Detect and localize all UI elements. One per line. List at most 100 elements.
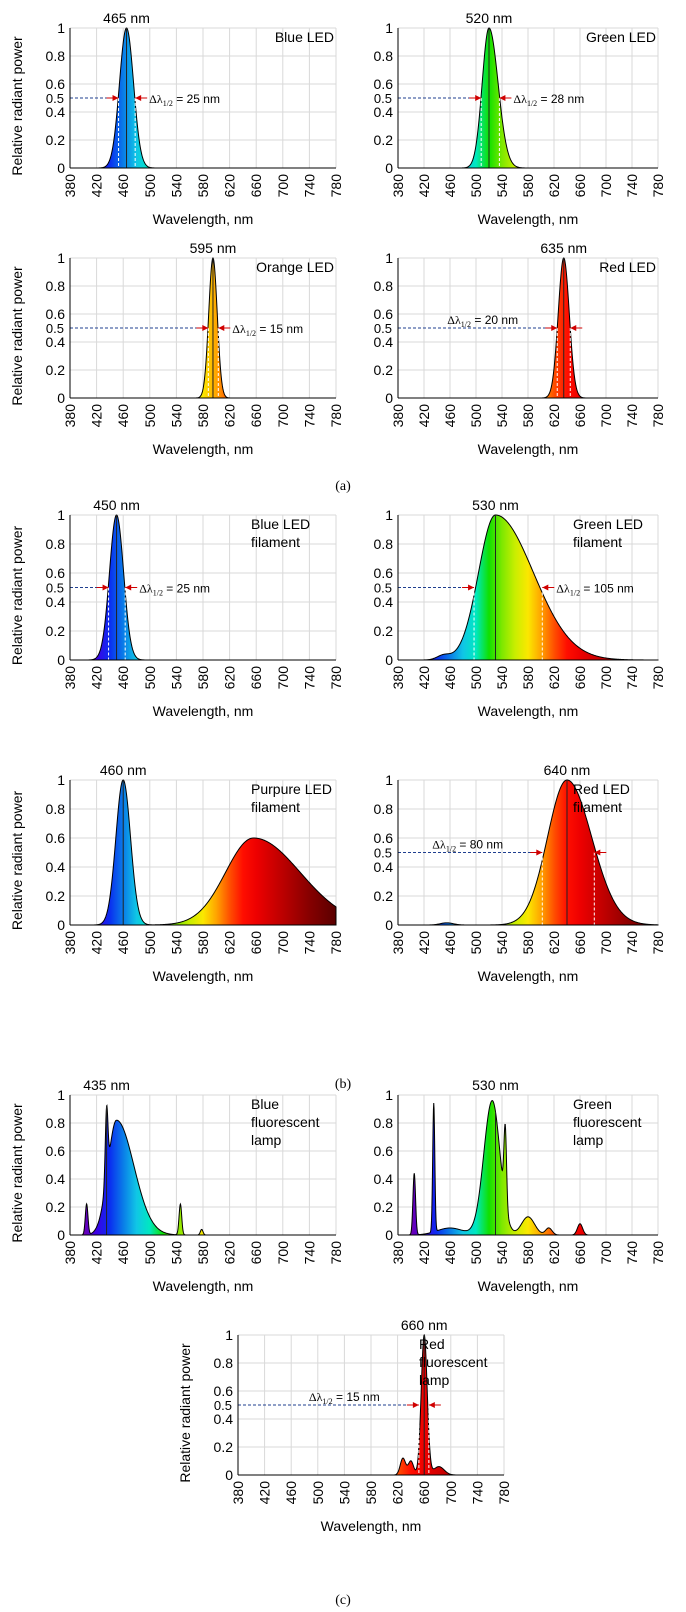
x-tick-label-540: 540	[494, 666, 510, 690]
y-axis-title: Relative radiant power	[9, 1103, 25, 1243]
series-title-line-0: Purpure LED	[251, 781, 332, 797]
x-tick-label-660: 660	[572, 174, 588, 198]
x-tick-label-700: 700	[598, 174, 614, 198]
half-max-label: 0.5	[214, 1398, 232, 1413]
y-tick-label-2: 0.4	[374, 104, 394, 120]
series-title-line-1: filament	[573, 799, 622, 815]
x-tick-label-660: 660	[248, 404, 264, 428]
x-axis-title: Wavelength, nm	[478, 441, 579, 457]
y-tick-label-2: 0.4	[46, 1171, 66, 1187]
y-tick-label-1: 0.2	[374, 1199, 394, 1215]
series-title-line-1: filament	[573, 534, 622, 550]
x-tick-label-740: 740	[624, 404, 640, 428]
peak-label: 460 nm	[100, 762, 147, 778]
half-max-label: 0.5	[46, 321, 64, 336]
x-tick-label-740: 740	[624, 174, 640, 198]
y-tick-label-3: 0.6	[46, 1143, 66, 1159]
fwhm-label: Δλ1/2 = 25 nm	[149, 92, 220, 108]
peak-label: 660 nm	[401, 1317, 448, 1333]
y-tick-label-2: 0.4	[46, 859, 66, 875]
x-tick-label-740: 740	[301, 1241, 317, 1265]
y-tick-label-1: 0.2	[214, 1439, 234, 1455]
fwhm-arrow-left-head	[536, 849, 543, 856]
series-title-line-1: filament	[251, 534, 300, 550]
x-tick-label-580: 580	[520, 404, 536, 428]
x-tick-label-500: 500	[468, 174, 484, 198]
x-tick-label-500: 500	[468, 931, 484, 955]
fwhm-label: Δλ1/2 = 105 nm	[556, 582, 633, 598]
x-tick-label-500: 500	[142, 1241, 158, 1265]
x-tick-label-380: 380	[390, 931, 406, 955]
panel-label-c: (c)	[335, 1593, 351, 1608]
x-tick-label-620: 620	[546, 1241, 562, 1265]
x-tick-label-500: 500	[310, 1481, 326, 1505]
x-tick-label-660: 660	[572, 931, 588, 955]
fwhm-arrow-right-head	[542, 584, 549, 591]
series-title-line-0: Blue LED	[251, 516, 310, 532]
chart-panel-10: 380 420 460 500 540 580 620 660 700 740 780 0 0.2 0.4…	[374, 1077, 666, 1294]
peak-label: 640 nm	[544, 762, 591, 778]
y-tick-label-2: 0.4	[374, 594, 394, 610]
y-tick-label-1: 0.2	[46, 888, 66, 904]
x-tick-label-540: 540	[336, 1481, 352, 1505]
x-tick-label-700: 700	[275, 174, 291, 198]
y-tick-label-4: 0.8	[374, 536, 394, 552]
y-tick-label-3: 0.6	[46, 76, 66, 92]
spectrum-area	[398, 514, 659, 661]
y-tick-label-0: 0	[57, 1227, 65, 1243]
y-tick-label-4: 0.8	[46, 801, 66, 817]
y-tick-label-3: 0.6	[46, 306, 66, 322]
x-tick-label-500: 500	[468, 1241, 484, 1265]
half-max-label: 0.5	[46, 581, 64, 596]
x-tick-label-580: 580	[520, 1241, 536, 1265]
x-tick-label-660: 660	[416, 1481, 432, 1505]
x-tick-label-420: 420	[416, 1241, 432, 1265]
y-tick-label-2: 0.4	[374, 1171, 394, 1187]
x-tick-label-380: 380	[62, 931, 78, 955]
x-tick-label-540: 540	[168, 1241, 184, 1265]
series-title-line-0: Blue LED	[275, 29, 334, 45]
x-tick-label-620: 620	[222, 404, 238, 428]
x-tick-label-380: 380	[390, 174, 406, 198]
x-tick-label-620: 620	[546, 931, 562, 955]
peak-label: 520 nm	[466, 10, 513, 26]
y-tick-label-5: 1	[385, 250, 393, 266]
y-tick-label-5: 1	[385, 1087, 393, 1103]
x-tick-label-700: 700	[275, 404, 291, 428]
fwhm-arrow-left-head	[102, 584, 109, 591]
x-tick-label-580: 580	[520, 931, 536, 955]
y-tick-label-0: 0	[57, 390, 65, 406]
x-tick-label-660: 660	[248, 174, 264, 198]
x-tick-label-540: 540	[168, 174, 184, 198]
y-tick-label-0: 0	[57, 160, 65, 176]
y-tick-label-1: 0.2	[374, 362, 394, 378]
panel-label-a: (a)	[335, 479, 351, 494]
y-tick-label-2: 0.4	[46, 104, 66, 120]
y-tick-label-1: 0.2	[374, 623, 394, 639]
x-axis-title: Wavelength, nm	[153, 1278, 254, 1294]
y-tick-label-3: 0.6	[214, 1383, 234, 1399]
x-axis-title: Wavelength, nm	[153, 211, 254, 227]
y-tick-label-3: 0.6	[374, 306, 394, 322]
y-tick-label-5: 1	[385, 507, 393, 523]
x-axis-title: Wavelength, nm	[153, 968, 254, 984]
x-axis-title: Wavelength, nm	[478, 211, 579, 227]
y-tick-label-1: 0.2	[374, 888, 394, 904]
peak-label: 635 nm	[540, 240, 587, 256]
x-tick-label-740: 740	[624, 931, 640, 955]
y-tick-label-5: 1	[225, 1327, 233, 1343]
x-tick-label-740: 740	[301, 666, 317, 690]
x-tick-label-420: 420	[89, 1241, 105, 1265]
x-tick-label-540: 540	[168, 931, 184, 955]
spectrum-area	[70, 779, 337, 926]
x-tick-label-580: 580	[195, 666, 211, 690]
x-tick-label-420: 420	[89, 666, 105, 690]
spectrum-area	[398, 779, 659, 926]
y-tick-label-3: 0.6	[374, 76, 394, 92]
x-tick-label-700: 700	[275, 1241, 291, 1265]
y-tick-label-5: 1	[385, 20, 393, 36]
x-tick-label-620: 620	[390, 1481, 406, 1505]
peak-label: 465 nm	[103, 10, 150, 26]
x-tick-label-740: 740	[624, 1241, 640, 1265]
series-title-line-2: lamp	[251, 1132, 282, 1148]
